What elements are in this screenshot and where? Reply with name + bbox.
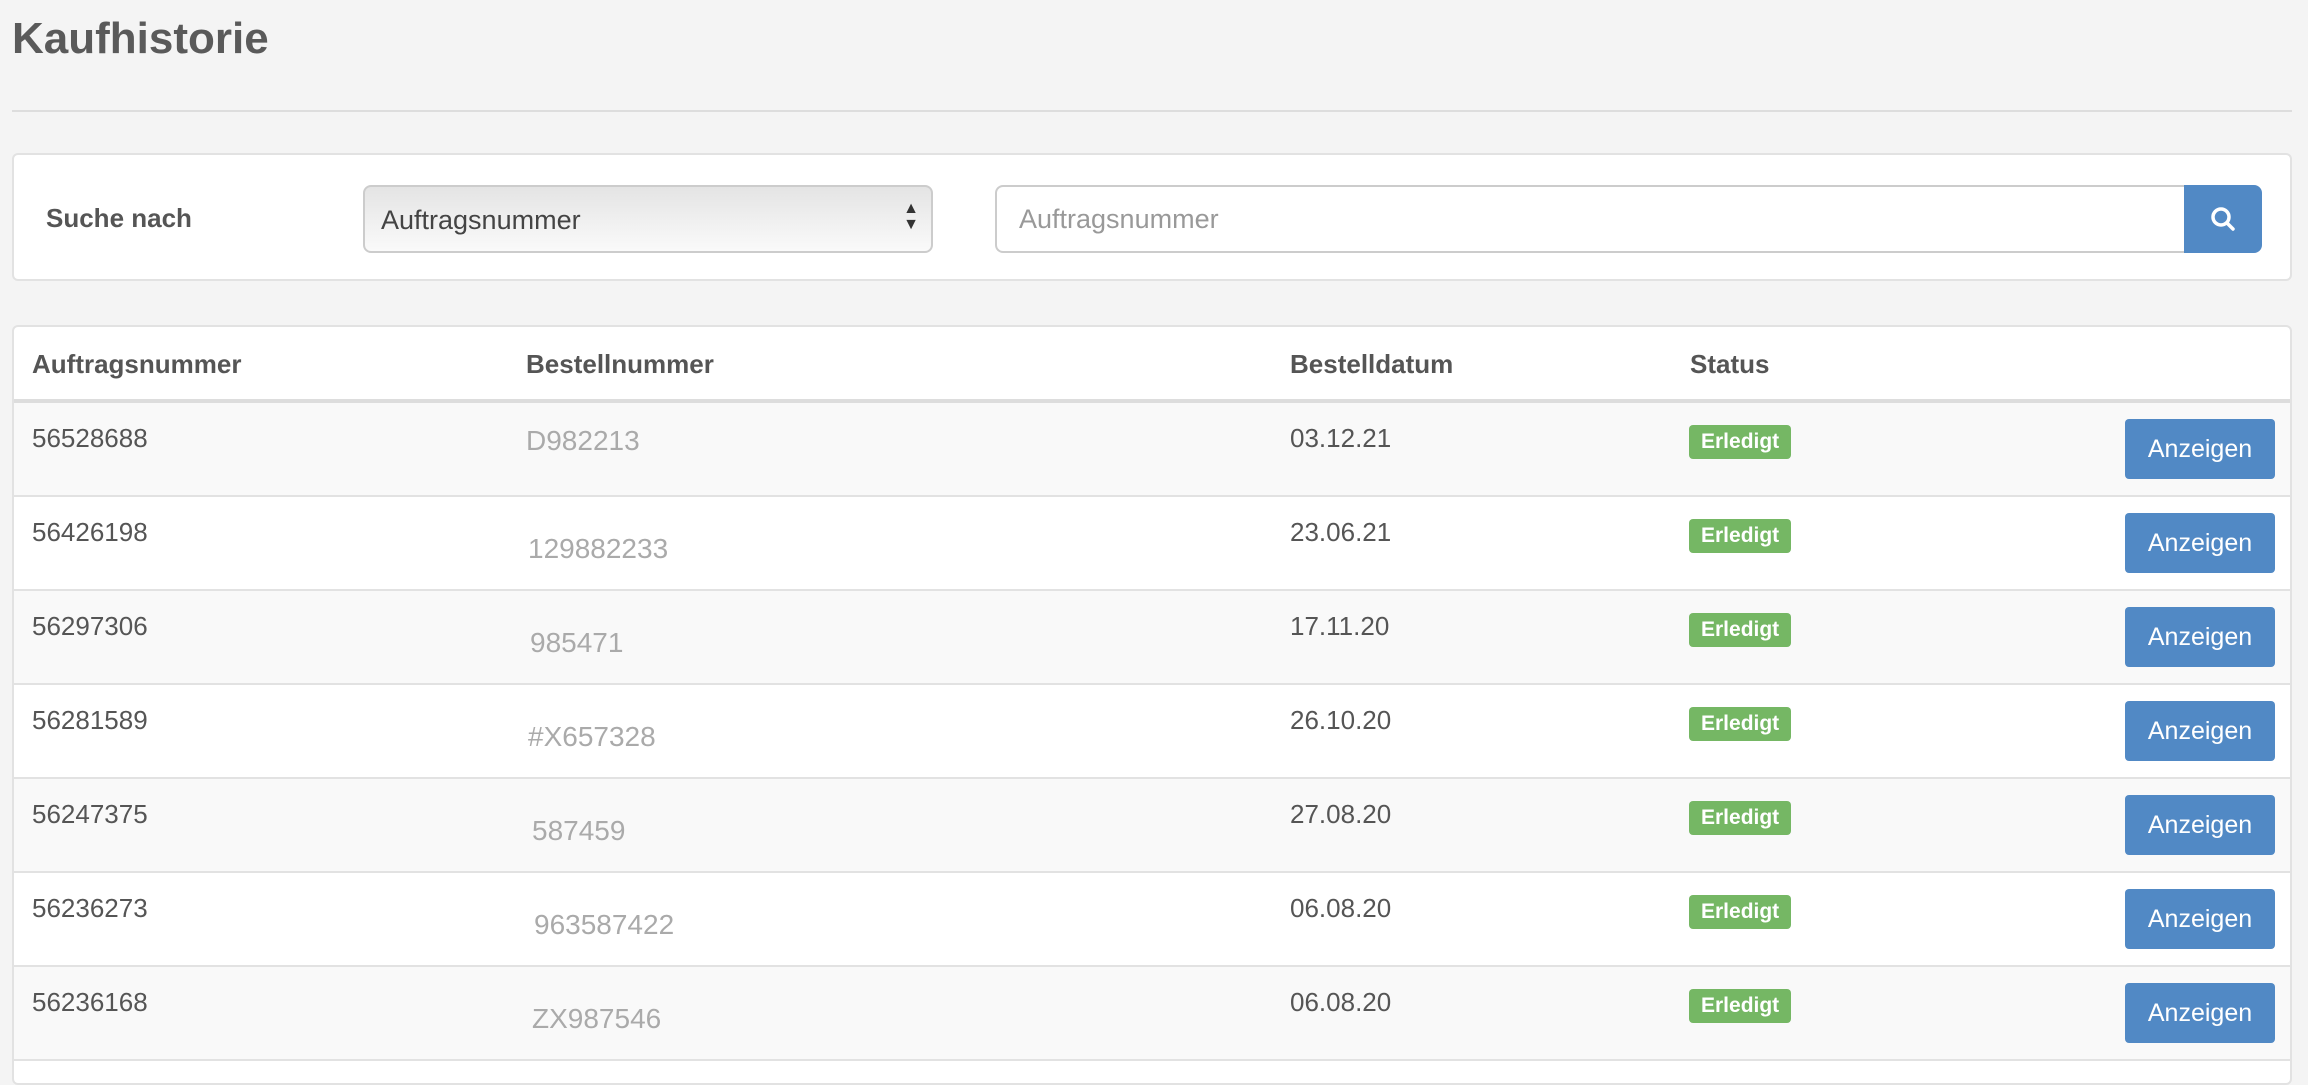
bestelldatum-cell: 06.08.20 [1290, 893, 1392, 923]
bestelldatum-cell: 26.10.20 [1290, 705, 1392, 735]
status-badge: Erledigt [1689, 519, 1792, 553]
divider [12, 110, 2292, 112]
anzeigen-button[interactable]: Anzeigen [2125, 983, 2275, 1043]
table-row: 56426198 129882233 23.06.21 Erledigt Anzeige… [14, 497, 2290, 591]
auftragsnummer-cell: 56236168 [32, 987, 148, 1017]
auftragsnummer-cell: 56236273 [32, 893, 148, 923]
auftragsnummer-cell: 56297306 [32, 611, 148, 641]
status-badge: Erledigt [1689, 425, 1792, 459]
bestelldatum-cell: 23.06.21 [1290, 517, 1392, 547]
bestelldatum-cell: 17.11.20 [1290, 611, 1390, 641]
search-icon [2211, 207, 2235, 231]
table-row: 56297306 985471 17.11.20 Erledigt Anzeigen [14, 591, 2290, 685]
select-arrows-icon: ▲ ▼ [903, 200, 919, 233]
bestellnummer-cell: ZX987546 [532, 1003, 662, 1034]
auftragsnummer-cell: 56426198 [32, 517, 148, 547]
bestellnummer-cell: 587459 [532, 815, 626, 846]
anzeigen-button[interactable]: Anzeigen [2125, 795, 2275, 855]
search-input[interactable] [995, 185, 2186, 253]
status-badge: Erledigt [1689, 707, 1792, 741]
bestellnummer-cell: D982213 [526, 425, 640, 456]
search-label: Suche nach [46, 203, 192, 233]
anzeigen-button[interactable]: Anzeigen [2125, 513, 2275, 573]
table-row: 56236273 963587422 06.08.20 Erledigt Anzeige… [14, 873, 2290, 967]
search-button[interactable] [2184, 185, 2262, 253]
search-field-select[interactable]: Auftragsnummer ▲ ▼ [363, 185, 933, 253]
anzeigen-button[interactable]: Anzeigen [2125, 419, 2275, 479]
header-bestelldatum: Bestelldatum [1290, 349, 1454, 379]
bestellnummer-cell: 129882233 [528, 533, 669, 564]
bestellnummer-cell: #X657328 [528, 721, 656, 752]
header-auftragsnummer: Auftragsnummer [32, 349, 242, 379]
header-status: Status [1690, 349, 1770, 379]
table-header: Auftragsnummer Bestellnummer Bestelldatu… [14, 327, 2290, 403]
status-badge: Erledigt [1689, 613, 1792, 647]
table-row: 56281589 #X657328 26.10.20 Erledigt Anzeigen [14, 685, 2290, 779]
auftragsnummer-cell: 56281589 [32, 705, 148, 735]
bestelldatum-cell: 03.12.21 [1290, 423, 1392, 453]
bestelldatum-cell: 06.08.20 [1290, 987, 1392, 1017]
table-row: 56528688 D982213 03.12.21 Erledigt Anzeigen [14, 403, 2290, 497]
page-title: Kaufhistorie [12, 14, 269, 63]
status-badge: Erledigt [1689, 989, 1792, 1023]
bestellnummer-cell: 963587422 [534, 909, 675, 940]
search-panel: Suche nach Auftragsnummer ▲ ▼ [12, 153, 2292, 281]
purchase-history-table: Auftragsnummer Bestellnummer Bestelldatu… [12, 325, 2292, 1085]
status-badge: Erledigt [1689, 895, 1792, 929]
header-bestellnummer: Bestellnummer [526, 349, 714, 379]
bestelldatum-cell: 27.08.20 [1290, 799, 1392, 829]
anzeigen-button[interactable]: Anzeigen [2125, 607, 2275, 667]
table-row: 56236168 ZX987546 06.08.20 Erledigt Anzeigen [14, 967, 2290, 1061]
anzeigen-button[interactable]: Anzeigen [2125, 701, 2275, 761]
select-value: Auftragsnummer [381, 205, 581, 235]
auftragsnummer-cell: 56247375 [32, 799, 148, 829]
anzeigen-button[interactable]: Anzeigen [2125, 889, 2275, 949]
bestellnummer-cell: 985471 [530, 627, 624, 658]
auftragsnummer-cell: 56528688 [32, 423, 148, 453]
status-badge: Erledigt [1689, 801, 1792, 835]
table-row: 56247375 587459 27.08.20 Erledigt Anzeigen [14, 779, 2290, 873]
